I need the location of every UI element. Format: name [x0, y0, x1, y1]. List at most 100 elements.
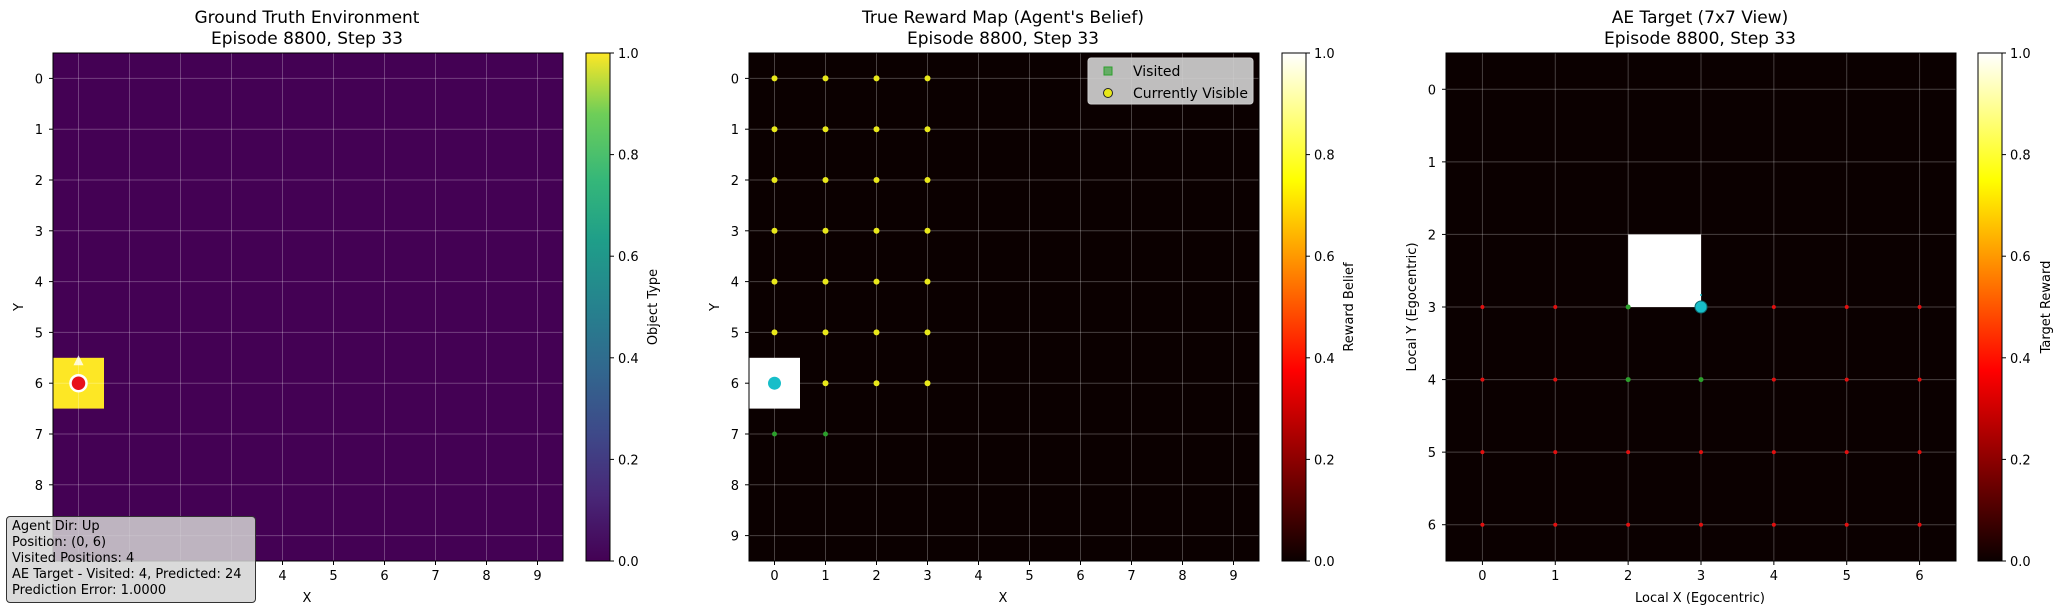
x-tick-label: 8	[482, 569, 490, 584]
heatmap-background	[53, 53, 563, 561]
visible-cell-marker	[924, 329, 931, 336]
axes-frame	[52, 52, 564, 562]
panel3-title-line1: AE Target (7x7 View)	[1612, 8, 1788, 28]
panel1-colorbar-label: Object Type	[646, 269, 661, 345]
x-tick-label: 0	[1478, 569, 1486, 584]
info-ae-target: AE Target - Visited: 4, Predicted: 24	[12, 567, 242, 582]
agent-marker	[69, 373, 88, 393]
visible-cell-marker	[873, 126, 880, 133]
y-tick-label: 8	[731, 479, 739, 494]
visited-cell-marker	[1625, 304, 1631, 310]
predicted-cell-marker	[1771, 522, 1776, 527]
panel2-legend: Visited Currently Visible	[1087, 57, 1254, 105]
colorbar-tick-label: 0.8	[618, 149, 639, 164]
x-tick-label: 4	[974, 569, 982, 584]
agent-direction-arrow	[73, 355, 84, 366]
visible-cell-marker	[771, 278, 778, 285]
x-tick-label: 1	[821, 569, 829, 584]
panel3-title-line2: Episode 8800, Step 33	[1604, 29, 1796, 49]
y-tick-label: 2	[1428, 228, 1436, 243]
visible-cell-marker	[873, 329, 880, 336]
agent-info-box: Agent Dir: Up Position: (0, 6) Visited P…	[6, 516, 256, 603]
y-tick-label: 9	[731, 530, 739, 545]
panel3-plot-area: 0 1 2 3 4 5 6 0 1 2 3 4 5 6	[1428, 52, 1957, 584]
panel-reward-belief: True Reward Map (Agent's Belief) Episode…	[708, 8, 1357, 606]
panel3-ylabel: Local Y (Egocentric)	[1405, 242, 1420, 371]
x-tick-label: 5	[1843, 569, 1851, 584]
x-tick-label: 5	[329, 569, 337, 584]
y-tick-label: 0	[35, 72, 43, 87]
visible-cell-marker	[924, 75, 931, 82]
y-tick-label: 7	[731, 428, 739, 443]
x-tick-label: 8	[1178, 569, 1186, 584]
x-tick-label: 6	[380, 569, 388, 584]
y-tick-label: 3	[1428, 301, 1436, 316]
heatmap-background	[749, 53, 1259, 561]
visible-cell-marker	[924, 227, 931, 234]
colorbar-tick-label: 0.8	[1314, 149, 1335, 164]
colorbar-tick-label: 1.0	[618, 47, 639, 62]
panel2-xlabel: X	[999, 591, 1008, 606]
x-tick-label: 3	[923, 569, 931, 584]
legend-box	[1087, 57, 1254, 105]
predicted-cell-marker	[1917, 377, 1922, 382]
colorbar-tick-label: 0.8	[2010, 149, 2031, 164]
colorbar-gradient	[585, 52, 611, 562]
y-tick-label: 4	[731, 276, 739, 291]
predicted-cell-marker	[1553, 522, 1558, 527]
y-tick-label: 2	[35, 174, 43, 189]
visible-cell-marker	[924, 278, 931, 285]
predicted-cell-marker	[1553, 305, 1558, 309]
info-visited-positions: Visited Positions: 4	[12, 551, 135, 566]
predicted-cell-marker	[1480, 305, 1485, 309]
visited-cell-marker	[772, 431, 777, 437]
predicted-cell-marker	[1699, 450, 1703, 455]
agent-marker	[768, 376, 781, 390]
visible-cell-marker	[771, 126, 778, 133]
visible-cell-marker	[924, 380, 931, 387]
x-tick-label: 9	[1229, 569, 1237, 584]
x-tick-label: 4	[278, 569, 286, 584]
visible-cell-marker	[822, 75, 829, 82]
y-tick-label: 2	[731, 174, 739, 189]
panel2-colorbar-label: Reward Belief	[1342, 262, 1357, 352]
panel1-colorbar: 0.0 0.2 0.4 0.6 0.8 1.0	[585, 47, 639, 570]
info-prediction-error: Prediction Error: 1.0000	[12, 583, 167, 598]
predicted-cell-marker	[1699, 522, 1703, 527]
panel3-colorbar-label: Target Reward	[2039, 261, 2054, 355]
x-tick-label: 5	[1025, 569, 1033, 584]
heatmap-cell-high	[1628, 234, 1701, 307]
colorbar-tick-label: 0.2	[1314, 453, 1335, 468]
y-tick-label: 5	[731, 326, 739, 341]
visited-cell-marker	[1625, 377, 1631, 383]
colorbar-tick-label: 1.0	[1314, 47, 1335, 62]
visible-cell-marker	[822, 126, 829, 133]
y-tick-label: 5	[35, 326, 43, 341]
panel2-title-line1: True Reward Map (Agent's Belief)	[861, 8, 1144, 28]
visible-cell-marker	[924, 177, 931, 183]
visible-cell-marker	[822, 227, 829, 234]
x-tick-label: 1	[1551, 569, 1559, 584]
panel2-ylabel: Y	[708, 303, 723, 312]
visited-cell-marker	[1698, 377, 1704, 383]
visible-cell-marker	[771, 329, 778, 336]
panel1-ylabel: Y	[12, 303, 27, 312]
x-tick-label: 0	[770, 569, 778, 584]
colorbar-tick-label: 0.6	[2010, 250, 2031, 265]
panel1-plot-area: 4 5 6 7 8 9 0 1 2 3 4 5 6 7 8	[35, 52, 564, 584]
colorbar-gradient	[1977, 52, 2003, 562]
visible-cell-marker	[873, 177, 880, 183]
x-tick-label: 2	[872, 569, 880, 584]
predicted-cell-marker	[1553, 450, 1558, 455]
visible-cell-marker	[873, 75, 880, 82]
predicted-cell-marker	[1917, 522, 1922, 527]
panel3-colorbar: 0.0 0.2 0.4 0.6 0.8 1.0	[1977, 47, 2031, 570]
panel-ae-target: AE Target (7x7 View) Episode 8800, Step …	[1405, 8, 2054, 606]
colorbar-tick-label: 0.0	[1314, 555, 1335, 570]
panel2-plot-area: 0 1 2 3 4 5 6 7 8 9 0 1 2 3 4 5 6 7 8 9	[731, 52, 1260, 584]
panel2-title-line2: Episode 8800, Step 33	[907, 29, 1099, 49]
panel1-xlabel: X	[303, 591, 312, 606]
visible-cell-marker	[924, 126, 931, 133]
colorbar-gradient	[1281, 52, 1307, 562]
visible-cell-marker	[822, 177, 829, 183]
